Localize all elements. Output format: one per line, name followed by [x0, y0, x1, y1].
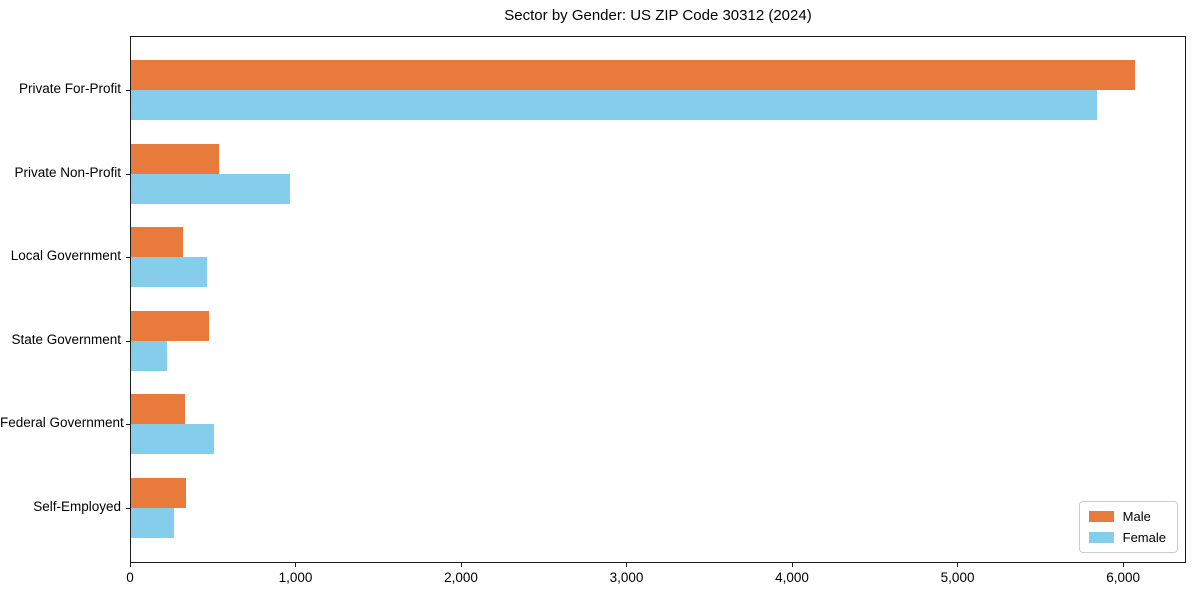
legend-label-male: Male — [1122, 509, 1151, 524]
x-tick-label: 0 — [126, 570, 134, 585]
legend-label-female: Female — [1122, 530, 1166, 545]
y-tick-mark — [126, 340, 130, 342]
x-tick-mark — [957, 563, 959, 567]
bar-female-0 — [131, 90, 1098, 120]
bar-female-3 — [131, 340, 168, 371]
y-tick-mark — [126, 90, 130, 91]
bar-male-2 — [131, 227, 184, 258]
y-axis-labels: Private For-Profit Private Non-Profit Loca… — [0, 36, 124, 563]
x-tick-label: 6,000 — [1106, 570, 1140, 585]
bar-female-5 — [131, 508, 174, 538]
y-axis-label: Private For-Profit — [18, 81, 121, 96]
y-axis-label: Self-Employed — [33, 499, 121, 514]
bar-male-1 — [131, 143, 219, 174]
y-tick-mark — [126, 508, 130, 509]
bar-male-3 — [131, 310, 210, 341]
x-tick-label: 2,000 — [444, 570, 478, 585]
x-axis-ticks: 0 1,000 2,000 3,000 4,000 5,000 6,000 — [126, 563, 1186, 593]
legend-swatch-male — [1088, 511, 1114, 522]
x-tick-label: 3,000 — [609, 570, 644, 585]
x-tick-mark — [626, 563, 628, 567]
x-tick-mark — [295, 563, 297, 567]
bar-female-2 — [131, 257, 207, 288]
y-tick-mark — [126, 424, 130, 426]
x-tick-mark — [460, 563, 462, 567]
y-axis-label: State Government — [11, 331, 121, 347]
plot-area: Male Female — [126, 36, 1186, 563]
x-tick-mark — [791, 563, 793, 567]
legend-item-male: Male — [1088, 509, 1166, 524]
y-axis-label: Local Government — [10, 248, 121, 264]
x-tick-label: 1,000 — [278, 570, 313, 585]
legend-item-female: Female — [1088, 530, 1166, 545]
bar-male-4 — [131, 394, 185, 425]
bar-male-5 — [131, 478, 186, 508]
bar-female-1 — [131, 173, 290, 204]
x-tick-label: 5,000 — [940, 570, 975, 585]
chart-title: Sector by Gender: US ZIP Code 30312 (202… — [504, 7, 812, 24]
y-axis-label: Private Non-Profit — [14, 164, 121, 180]
x-tick-mark — [129, 563, 131, 567]
x-tick-label: 4,000 — [775, 570, 809, 585]
y-axis-label: Federal Government — [0, 415, 124, 431]
bar-female-4 — [131, 424, 215, 455]
x-tick-mark — [1122, 563, 1124, 567]
bar-male-0 — [131, 60, 1135, 90]
legend: Male Female — [1078, 501, 1178, 553]
y-tick-mark — [126, 173, 130, 175]
legend-swatch-female — [1088, 532, 1114, 543]
y-tick-mark — [126, 257, 130, 259]
